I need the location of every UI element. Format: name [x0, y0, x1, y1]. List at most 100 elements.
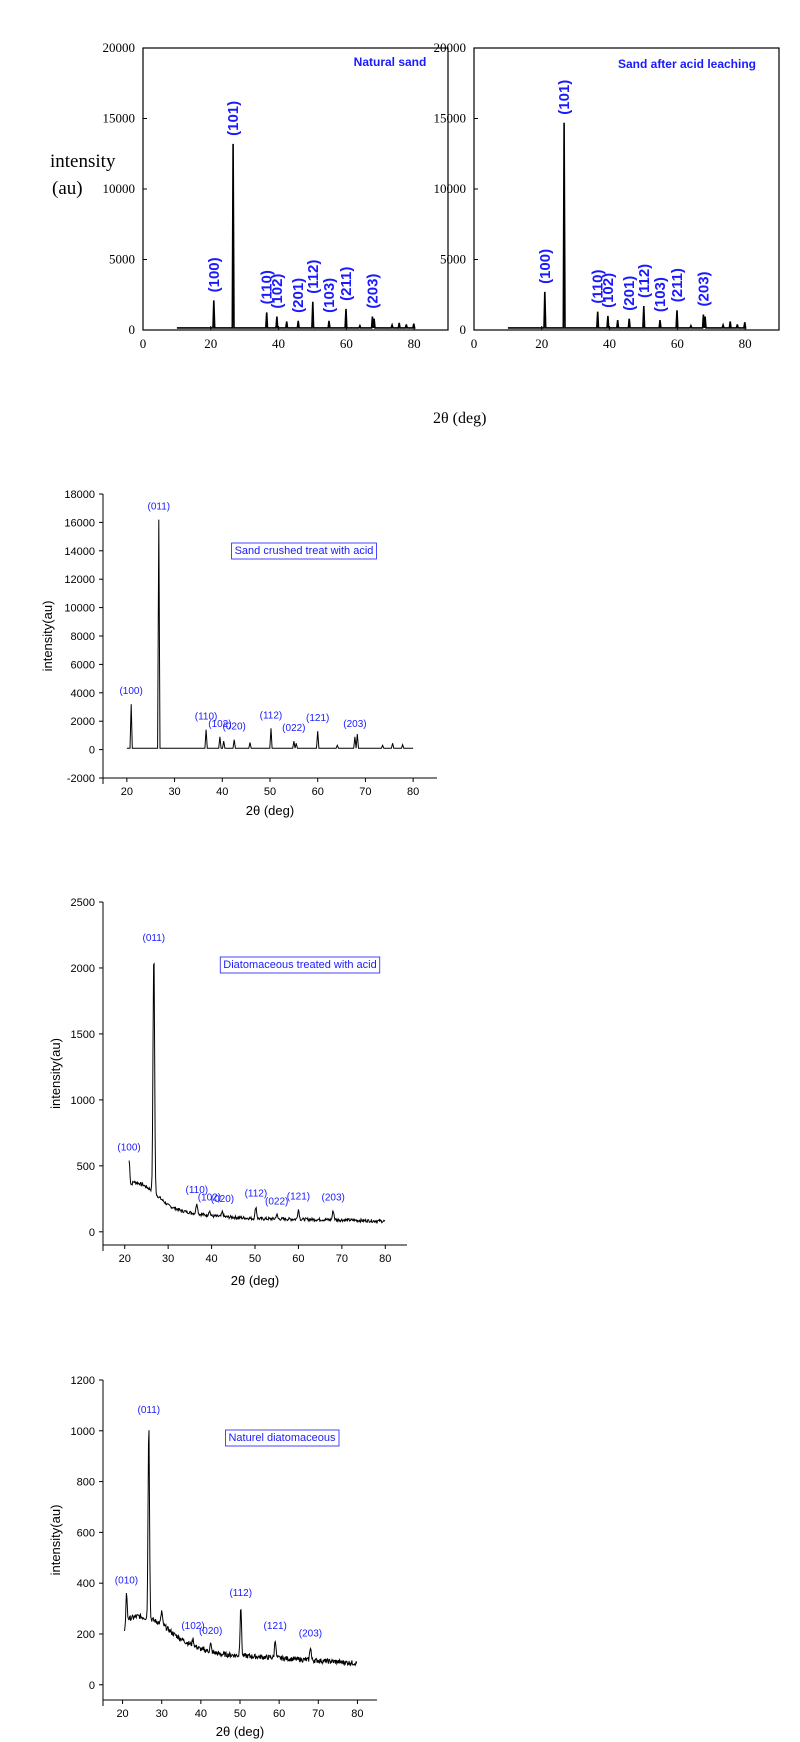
y-axis-label: intensity(au) [40, 601, 55, 672]
y-tick-label: 1000 [71, 1095, 95, 1107]
x-axis-label: 2θ (deg) [231, 1273, 279, 1288]
y-tick-label: 5000 [109, 252, 135, 267]
chart-sand-crushed-treat-with-acid: 20 30 40 50 60 70 80 -2000 0 2000 4000 6000 8000 1000… [40, 489, 437, 818]
peak-label: (102) [600, 273, 617, 308]
chart-title-box [219, 956, 381, 974]
chart-title: Sand crushed treat with acid [235, 545, 374, 557]
peak-label: (100) [537, 249, 554, 284]
peak-label: (022) [282, 723, 305, 734]
peak-label: (101) [556, 80, 573, 115]
y-tick-label: 12000 [64, 574, 95, 586]
x-tick-label: 20 [119, 1253, 131, 1265]
peak-label: (112) [245, 1189, 268, 1200]
y-tick-label: 14000 [64, 546, 95, 558]
y-tick-label: 800 [77, 1477, 95, 1489]
peak-label: (110) [259, 270, 276, 304]
peak-label: (211) [338, 267, 355, 301]
y-tick-label: 1200 [71, 1375, 95, 1387]
x-tick-label: 80 [379, 1253, 391, 1265]
peak-label: (101) [225, 101, 242, 136]
y-tick-label: 2500 [71, 897, 95, 909]
x-tick-label: 80 [739, 336, 752, 351]
y-tick-label: 1000 [71, 1426, 95, 1438]
x-tick-label: 30 [162, 1253, 174, 1265]
y-axis-label: intensity(au) [48, 1505, 63, 1576]
x-tick-label: 30 [156, 1708, 168, 1720]
chart-diatomaceous-treated-with-acid: 20 30 40 50 60 70 80 0 500 1000 1500 2000 2500 (100) (… [48, 897, 407, 1288]
peak-label: (011) [143, 933, 166, 944]
peak-label: (201) [621, 276, 638, 311]
y-tick-label: 0 [89, 745, 95, 757]
y-tick-label: 2000 [71, 963, 95, 975]
x-tick-label: 60 [273, 1708, 285, 1720]
diffraction-trace [176, 143, 416, 329]
peak-label: (112) [636, 264, 653, 298]
diffraction-trace [126, 519, 414, 749]
chart-natural-sand: 0 20 40 60 80 0 5000 10000 15000 20000 (100) (101) (… [103, 40, 449, 351]
y-tick-label: 15000 [103, 111, 136, 126]
y-tick-label: 5000 [440, 252, 466, 267]
peak-label: (110) [186, 1185, 209, 1196]
chart-title: Natural sand [354, 55, 427, 69]
x-tick-label: 20 [116, 1708, 128, 1720]
peak-label: (103) [652, 277, 669, 312]
y-tick-label: 1500 [71, 1029, 95, 1041]
x-tick-label: 60 [312, 786, 324, 798]
x-tick-label: 40 [272, 336, 285, 351]
chart-naturel-diatomaceous: 20 30 40 50 60 70 80020040060080010001200(010)… [48, 1375, 377, 1739]
x-tick-label: 80 [407, 786, 419, 798]
peak-label: (102) [198, 1193, 221, 1204]
x-tick-label: 0 [140, 336, 147, 351]
y-tick-label: 16000 [64, 517, 95, 529]
chart-title: Naturel diatomaceous [228, 1432, 336, 1444]
peak-label: (121) [306, 713, 329, 724]
peak-label: (010) [115, 1575, 138, 1586]
peak-label: (121) [287, 1191, 310, 1202]
peak-label: (110) [590, 269, 607, 303]
peak-label: (022) [265, 1197, 288, 1208]
y-tick-label: 15000 [434, 111, 467, 126]
y-tick-label: 0 [89, 1227, 95, 1239]
x-axis-label: 2θ (deg) [246, 803, 294, 818]
x-tick-label: 20 [204, 336, 217, 351]
y-tick-label: 4000 [71, 688, 95, 700]
x-tick-label: 60 [671, 336, 684, 351]
y-tick-label: 10000 [103, 181, 136, 196]
y-tick-label: 500 [77, 1161, 95, 1173]
peak-label: (102) [208, 719, 231, 730]
peak-label: (112) [305, 260, 322, 294]
y-tick-label: 18000 [64, 489, 95, 501]
peak-label: (103) [321, 278, 338, 313]
chart-title: Diatomaceous treated with acid [223, 959, 376, 971]
shared-ylabel-line1: intensity [50, 151, 116, 172]
chart-title: Sand after acid leaching [618, 57, 756, 71]
x-tick-label: 40 [205, 1253, 217, 1265]
peak-label: (203) [695, 271, 712, 306]
x-tick-label: 50 [234, 1708, 246, 1720]
peak-label: (100) [206, 257, 223, 292]
peak-label: (121) [264, 1621, 287, 1632]
y-tick-label: 6000 [71, 659, 95, 671]
x-tick-label: 40 [216, 786, 228, 798]
peak-label: (112) [229, 1588, 252, 1599]
peak-label: (020) [211, 1194, 234, 1205]
x-tick-label: 0 [471, 336, 478, 351]
x-tick-label: 30 [168, 786, 180, 798]
y-tick-label: 600 [77, 1527, 95, 1539]
peak-label: (100) [119, 686, 142, 697]
shared-ylabel-line2: (au) [52, 178, 83, 199]
x-tick-label: 70 [312, 1708, 324, 1720]
peak-label: (203) [299, 1629, 322, 1640]
peak-label: (112) [260, 710, 283, 721]
y-tick-label: 20000 [434, 40, 467, 55]
shared-xlabel: 2θ (deg) [433, 410, 486, 427]
y-tick-label: 0 [460, 322, 467, 337]
x-tick-label: 20 [535, 336, 548, 351]
x-tick-label: 70 [359, 786, 371, 798]
x-tick-label: 60 [292, 1253, 304, 1265]
peak-label: (211) [669, 268, 686, 302]
peak-label: (020) [199, 1626, 222, 1637]
x-tick-label: 40 [603, 336, 616, 351]
y-tick-label: 10000 [64, 603, 95, 615]
